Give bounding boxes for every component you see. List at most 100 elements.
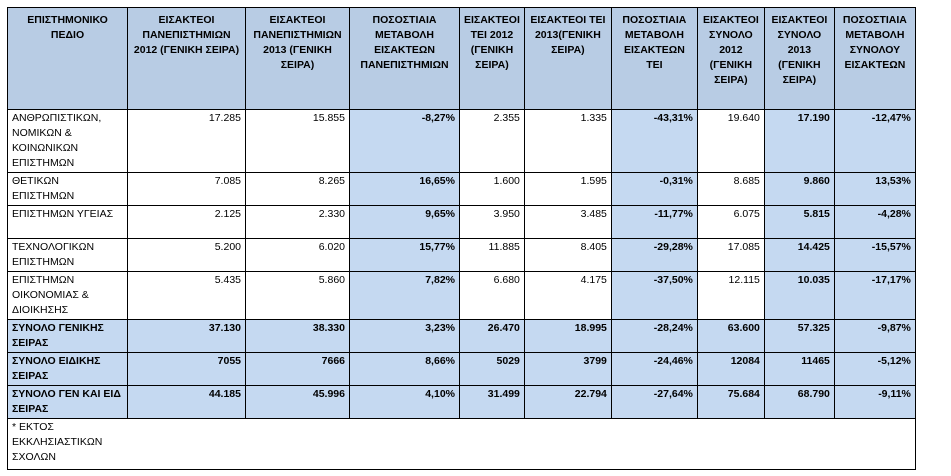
cell-tei-2012: 6.680 xyxy=(459,271,525,320)
row-label: ΕΠΙΣΤΗΜΩΝ ΟΙΚΟΝΟΜΙΑΣ & ΔΙΟΙΚΗΣΗΣ xyxy=(7,271,128,320)
col-header-uni-2012: ΕΙΣΑΚΤΕΟΙ ΠΑΝΕΠΙΣΤΗΜΙΩΝ 2012 (ΓΕΝΙΚΗ ΣΕΙ… xyxy=(127,7,246,110)
cell-tei-change: -11,77% xyxy=(610,205,698,239)
total-tei-2013: 18.995 xyxy=(523,319,612,353)
cell-uni-2013: 2.330 xyxy=(245,205,350,239)
total-uni-2013: 45.996 xyxy=(245,385,350,419)
cell-tei-change: -0,31% xyxy=(610,172,698,206)
cell-total-change: -15,57% xyxy=(833,238,916,272)
cell-total-2013: 17.190 xyxy=(763,109,835,173)
total-tei-2012: 5029 xyxy=(459,352,525,386)
table-row: ΤΕΧΝΟΛΟΓΙΚΩΝ ΕΠΙΣΤΗΜΩΝ 5.200 6.020 15,77… xyxy=(7,238,916,272)
total-label: ΣΥΝΟΛΟ ΓΕΝΙΚΗΣ ΣΕΙΡΑΣ xyxy=(7,319,128,353)
cell-tei-2013: 1.595 xyxy=(523,172,612,206)
col-header-tei-2012: ΕΙΣΑΚΤΕΟΙ ΤΕΙ 2012 (ΓΕΝΙΚΗ ΣΕΙΡΑ) xyxy=(459,7,525,110)
total-tei-change: -28,24% xyxy=(610,319,698,353)
cell-total-2012: 19.640 xyxy=(696,109,765,173)
total-row: ΣΥΝΟΛΟ ΓΕΝ ΚΑΙ ΕΙΔ ΣΕΙΡΑΣ 44.185 45.996 … xyxy=(7,385,916,419)
header-row: ΕΠΙΣΤΗΜΟΝΙΚΟ ΠΕΔΙΟ ΕΙΣΑΚΤΕΟΙ ΠΑΝΕΠΙΣΤΗΜΙ… xyxy=(7,7,916,110)
cell-tei-2013: 3.485 xyxy=(523,205,612,239)
table-row: ΑΝΘΡΩΠΙΣΤΙΚΩΝ, ΝΟΜΙΚΩΝ & ΚΟΙΝΩΝΙΚΩΝ ΕΠΙΣ… xyxy=(7,109,916,173)
total-uni-2012: 44.185 xyxy=(127,385,246,419)
col-header-uni-change: ΠΟΣΟΣΤΙΑΙΑ ΜΕΤΑΒΟΛΗ ΕΙΣΑΚΤΕΩΝ ΠΑΝΕΠΙΣΤΗΜ… xyxy=(349,7,460,110)
cell-tei-2013: 1.335 xyxy=(523,109,612,173)
row-label: ΕΠΙΣΤΗΜΩΝ ΥΓΕΙΑΣ xyxy=(7,205,128,239)
total-tei-2012: 31.499 xyxy=(459,385,525,419)
cell-uni-change: 15,77% xyxy=(349,238,460,272)
total-tei-2013: 3799 xyxy=(523,352,612,386)
col-header-uni-2013: ΕΙΣΑΚΤΕΟΙ ΠΑΝΕΠΙΣΤΗΜΙΩΝ 2013 (ΓΕΝΙΚΗ ΣΕΙ… xyxy=(245,7,350,110)
cell-uni-2012: 5.435 xyxy=(127,271,246,320)
col-header-tei-2013: ΕΙΣΑΚΤΕΟΙ ΤΕΙ 2013(ΓΕΝΙΚΗ ΣΕΙΡΑ) xyxy=(523,7,612,110)
cell-total-2012: 17.085 xyxy=(696,238,765,272)
cell-tei-2012: 1.600 xyxy=(459,172,525,206)
total-tei-change: -27,64% xyxy=(610,385,698,419)
cell-total-change: -12,47% xyxy=(833,109,916,173)
cell-uni-2013: 15.855 xyxy=(245,109,350,173)
cell-total-change: -4,28% xyxy=(833,205,916,239)
footnote: * ΕΚΤΟΣ ΕΚΚΛΗΣΙΑΣΤΙΚΩΝ ΣΧΟΛΩΝ xyxy=(12,421,103,463)
total-label: ΣΥΝΟΛΟ ΕΙΔΙΚΗΣ ΣΕΙΡΑΣ xyxy=(7,352,128,386)
cell-tei-2012: 2.355 xyxy=(459,109,525,173)
total-tei-change: -24,46% xyxy=(610,352,698,386)
cell-uni-change: 9,65% xyxy=(349,205,460,239)
cell-total-2012: 6.075 xyxy=(696,205,765,239)
cell-uni-2012: 17.285 xyxy=(127,109,246,173)
cell-total-change: 13,53% xyxy=(833,172,916,206)
total-all-2012: 12084 xyxy=(696,352,765,386)
total-tei-2012: 26.470 xyxy=(459,319,525,353)
col-header-total-2013: ΕΙΣΑΚΤΕΟΙ ΣΥΝΟΛΟ 2013 (ΓΕΝΙΚΗ ΣΕΙΡΑ) xyxy=(763,7,835,110)
total-uni-2012: 37.130 xyxy=(127,319,246,353)
total-all-2013: 57.325 xyxy=(763,319,835,353)
row-label: ΤΕΧΝΟΛΟΓΙΚΩΝ ΕΠΙΣΤΗΜΩΝ xyxy=(7,238,128,272)
footnote-row: * ΕΚΤΟΣ ΕΚΚΛΗΣΙΑΣΤΙΚΩΝ ΣΧΟΛΩΝ xyxy=(7,418,916,470)
total-all-change: -9,87% xyxy=(833,319,916,353)
total-uni-2012: 7055 xyxy=(127,352,246,386)
total-all-2012: 75.684 xyxy=(696,385,765,419)
total-all-2013: 68.790 xyxy=(763,385,835,419)
cell-tei-change: -37,50% xyxy=(610,271,698,320)
col-header-total-2012: ΕΙΣΑΚΤΕΟΙ ΣΥΝΟΛΟ 2012 (ΓΕΝΙΚΗ ΣΕΙΡΑ) xyxy=(696,7,765,110)
table-row: ΕΠΙΣΤΗΜΩΝ ΥΓΕΙΑΣ 2.125 2.330 9,65% 3.950… xyxy=(7,205,916,239)
cell-tei-2013: 8.405 xyxy=(523,238,612,272)
row-label: ΑΝΘΡΩΠΙΣΤΙΚΩΝ, ΝΟΜΙΚΩΝ & ΚΟΙΝΩΝΙΚΩΝ ΕΠΙΣ… xyxy=(7,109,128,173)
col-header-total-change: ΠΟΣΟΣΤΙΑΙΑ ΜΕΤΑΒΟΛΗ ΣΥΝΟΛΟΥ ΕΙΣΑΚΤΕΩΝ xyxy=(833,7,916,110)
admissions-table: ΕΠΙΣΤΗΜΟΝΙΚΟ ΠΕΔΙΟ ΕΙΣΑΚΤΕΟΙ ΠΑΝΕΠΙΣΤΗΜΙ… xyxy=(7,7,916,470)
total-all-2012: 63.600 xyxy=(696,319,765,353)
cell-tei-change: -29,28% xyxy=(610,238,698,272)
total-row: ΣΥΝΟΛΟ ΓΕΝΙΚΗΣ ΣΕΙΡΑΣ 37.130 38.330 3,23… xyxy=(7,319,916,353)
total-uni-change: 4,10% xyxy=(349,385,460,419)
total-all-2013: 11465 xyxy=(763,352,835,386)
table-row: ΘΕΤΙΚΩΝ ΕΠΙΣΤΗΜΩΝ 7.085 8.265 16,65% 1.6… xyxy=(7,172,916,206)
cell-uni-change: -8,27% xyxy=(349,109,460,173)
cell-total-2012: 8.685 xyxy=(696,172,765,206)
cell-total-change: -17,17% xyxy=(833,271,916,320)
total-all-change: -9,11% xyxy=(833,385,916,419)
total-label: ΣΥΝΟΛΟ ΓΕΝ ΚΑΙ ΕΙΔ ΣΕΙΡΑΣ xyxy=(7,385,128,419)
total-row: ΣΥΝΟΛΟ ΕΙΔΙΚΗΣ ΣΕΙΡΑΣ 7055 7666 8,66% 50… xyxy=(7,352,916,386)
cell-total-2012: 12.115 xyxy=(696,271,765,320)
total-uni-change: 3,23% xyxy=(349,319,460,353)
col-header-field: ΕΠΙΣΤΗΜΟΝΙΚΟ ΠΕΔΙΟ xyxy=(7,7,128,110)
cell-uni-2012: 7.085 xyxy=(127,172,246,206)
admissions-table-container: ΕΠΙΣΤΗΜΟΝΙΚΟ ΠΕΔΙΟ ΕΙΣΑΚΤΕΟΙ ΠΑΝΕΠΙΣΤΗΜΙ… xyxy=(7,7,916,470)
cell-uni-2012: 2.125 xyxy=(127,205,246,239)
cell-total-2013: 9.860 xyxy=(763,172,835,206)
total-uni-change: 8,66% xyxy=(349,352,460,386)
table-row: ΕΠΙΣΤΗΜΩΝ ΟΙΚΟΝΟΜΙΑΣ & ΔΙΟΙΚΗΣΗΣ 5.435 5… xyxy=(7,271,916,320)
total-uni-2013: 38.330 xyxy=(245,319,350,353)
total-tei-2013: 22.794 xyxy=(523,385,612,419)
cell-uni-2013: 8.265 xyxy=(245,172,350,206)
cell-uni-change: 7,82% xyxy=(349,271,460,320)
cell-total-2013: 10.035 xyxy=(763,271,835,320)
cell-tei-change: -43,31% xyxy=(610,109,698,173)
cell-tei-2012: 3.950 xyxy=(459,205,525,239)
cell-total-2013: 5.815 xyxy=(763,205,835,239)
cell-uni-change: 16,65% xyxy=(349,172,460,206)
cell-uni-2012: 5.200 xyxy=(127,238,246,272)
cell-total-2013: 14.425 xyxy=(763,238,835,272)
col-header-tei-change: ΠΟΣΟΣΤΙΑΙΑ ΜΕΤΑΒΟΛΗ ΕΙΣΑΚΤΕΩΝ ΤΕΙ xyxy=(610,7,698,110)
total-uni-2013: 7666 xyxy=(245,352,350,386)
row-label: ΘΕΤΙΚΩΝ ΕΠΙΣΤΗΜΩΝ xyxy=(7,172,128,206)
cell-uni-2013: 6.020 xyxy=(245,238,350,272)
cell-tei-2013: 4.175 xyxy=(523,271,612,320)
